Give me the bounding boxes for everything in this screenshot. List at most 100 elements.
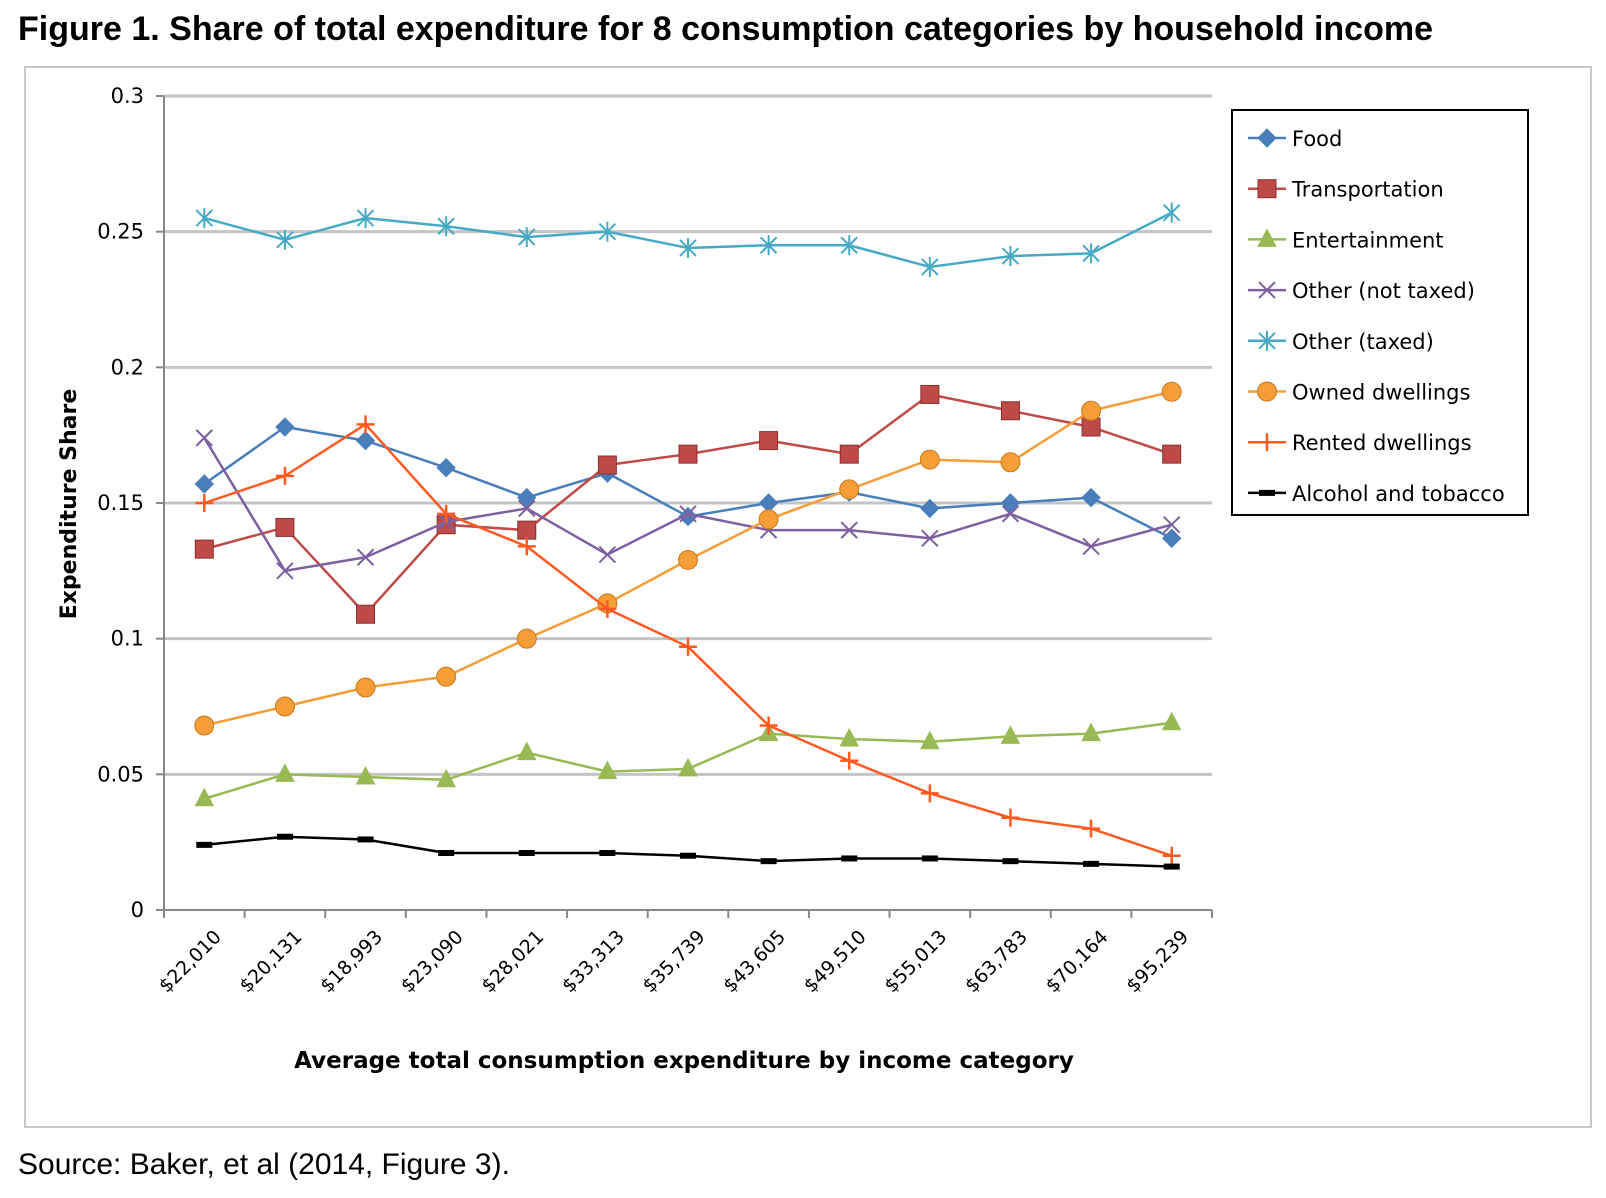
legend-item: Transportation <box>1248 178 1444 202</box>
data-point <box>436 768 456 788</box>
data-point <box>275 763 295 782</box>
data-point <box>921 256 939 277</box>
legend-box <box>1231 109 1529 516</box>
data-point <box>920 498 940 519</box>
series-transportation <box>194 384 1182 624</box>
data-point <box>1162 846 1181 865</box>
legend-label: Transportation <box>1291 178 1444 202</box>
data-point <box>598 545 617 564</box>
data-point <box>597 455 617 475</box>
data-point <box>1257 128 1277 148</box>
data-point <box>355 677 376 698</box>
x-tick-label: $20,131 <box>235 926 306 997</box>
data-point <box>1257 179 1277 199</box>
data-point <box>598 599 617 618</box>
data-point <box>275 466 294 485</box>
data-point <box>195 494 214 512</box>
data-point <box>599 850 616 857</box>
data-point <box>841 855 858 862</box>
data-point <box>356 604 376 624</box>
data-point <box>194 787 215 807</box>
data-point <box>679 505 697 523</box>
data-point <box>1258 281 1276 299</box>
legend-item: Rented dwellings <box>1248 431 1472 455</box>
data-point <box>1000 725 1021 744</box>
data-point <box>194 474 215 494</box>
data-point <box>276 562 294 580</box>
x-tick-labels: $22,010 $20,131 $18,993 $23,090 $28,021 $33,3… <box>155 926 1194 997</box>
data-point <box>1001 505 1020 523</box>
x-tick-label: $35,739 <box>638 926 709 997</box>
x-tick-label: $18,993 <box>316 926 387 997</box>
data-point <box>276 833 293 840</box>
data-point <box>920 784 939 803</box>
axes <box>156 95 1213 918</box>
data-point <box>678 549 698 570</box>
data-point <box>1258 433 1276 452</box>
figure-title: Figure 1. Share of total expenditure for… <box>18 10 1434 48</box>
data-point <box>759 716 778 735</box>
data-point <box>597 760 618 780</box>
x-tick-label: $63,783 <box>961 926 1032 997</box>
data-point <box>1081 722 1101 742</box>
data-point <box>1082 819 1101 838</box>
x-tick-label: $22,010 <box>155 926 226 997</box>
data-point <box>1001 246 1020 267</box>
data-point <box>839 444 859 464</box>
legend-label: Alcohol and tobacco <box>1292 482 1505 506</box>
legend-item: Food <box>1248 127 1342 151</box>
source-note: Source: Baker, et al (2014, Figure 3). <box>18 1148 510 1181</box>
data-point <box>758 509 779 530</box>
legend-label: Other (taxed) <box>1292 330 1434 354</box>
data-point <box>1163 863 1180 870</box>
data-point <box>1258 330 1276 351</box>
data-point <box>1083 860 1100 867</box>
data-point <box>517 520 537 540</box>
data-point <box>1162 444 1182 464</box>
data-point <box>680 852 696 859</box>
data-point <box>437 216 455 237</box>
data-point <box>678 444 698 464</box>
data-point <box>598 221 617 242</box>
data-point <box>919 449 940 470</box>
data-point <box>437 504 456 523</box>
data-point <box>356 548 375 566</box>
data-point <box>1082 243 1100 264</box>
data-point <box>1000 452 1021 473</box>
legend: Food Transportation Entertainment Other (no… <box>1231 109 1529 516</box>
data-point <box>516 741 537 761</box>
series-group <box>194 202 1182 870</box>
data-point <box>759 235 778 256</box>
y-tick-label: 0.05 <box>97 762 144 786</box>
data-point <box>438 850 455 857</box>
gridlines <box>164 94 1212 776</box>
data-point <box>516 628 537 649</box>
series-other-taxed <box>195 202 1181 277</box>
chart-area: 0 0.05 0.1 0.15 0.2 0.25 0.3 $22,010 $20,131 $18… <box>24 66 1592 1128</box>
data-point <box>1161 711 1182 731</box>
data-point <box>1259 489 1275 496</box>
legend-item: Alcohol and tobacco <box>1248 482 1505 506</box>
legend-label: Entertainment <box>1292 228 1444 252</box>
data-point <box>678 506 698 527</box>
data-point <box>840 521 858 539</box>
data-point <box>356 208 375 229</box>
data-point <box>1002 858 1019 865</box>
x-tick-label: $70,164 <box>1041 926 1112 997</box>
data-point <box>1000 401 1020 421</box>
data-point <box>518 499 536 518</box>
data-point <box>1162 202 1181 223</box>
legend-item: Entertainment <box>1248 228 1444 252</box>
data-point <box>1000 493 1021 513</box>
series-line <box>204 835 1172 868</box>
data-point <box>275 517 295 537</box>
data-point <box>355 765 376 785</box>
data-point <box>274 696 295 717</box>
x-axis-label: Average total consumption expenditure by… <box>294 1048 1074 1074</box>
data-point <box>1257 381 1277 402</box>
y-tick-label: 0.25 <box>97 220 144 244</box>
legend-item: Other (not taxed) <box>1248 279 1475 303</box>
y-tick-label: 0.15 <box>97 491 144 515</box>
line-chart: 0 0.05 0.1 0.15 0.2 0.25 0.3 $22,010 $20,131 $18… <box>57 84 1529 1074</box>
y-tick-label: 0 <box>131 898 144 922</box>
